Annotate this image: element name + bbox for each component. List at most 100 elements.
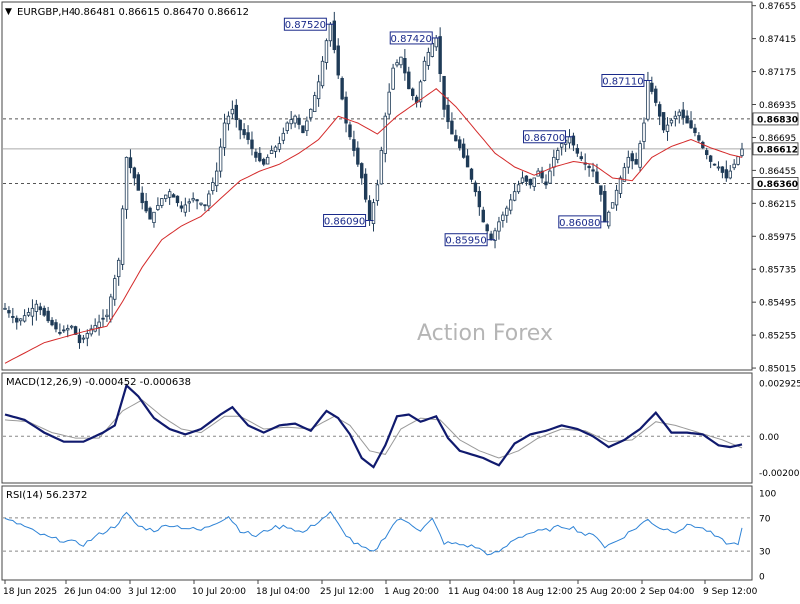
price-candle xyxy=(3,302,7,310)
candle-body xyxy=(371,202,376,224)
price-candle xyxy=(697,132,701,143)
price-candle xyxy=(54,319,58,333)
candle-body xyxy=(214,170,219,187)
price-candle xyxy=(50,317,54,327)
price-candle xyxy=(732,159,736,171)
candle-body xyxy=(418,81,423,103)
y-tick-label: 0.87175 xyxy=(759,68,796,78)
price-candle xyxy=(26,307,31,317)
candle-body xyxy=(3,307,7,310)
price-candle xyxy=(152,211,156,228)
candle-body xyxy=(50,319,54,326)
price-candle xyxy=(603,185,607,223)
candle-body xyxy=(230,108,235,115)
x-tick-label: 18 Aug 12:00 xyxy=(512,587,573,597)
candle-body xyxy=(379,150,384,185)
price-candle xyxy=(171,193,176,198)
price-candle xyxy=(113,274,117,306)
candle-body xyxy=(740,148,744,156)
candle-body xyxy=(38,306,42,311)
price-candle xyxy=(520,171,525,185)
annotation-box xyxy=(444,233,488,247)
price-candle xyxy=(387,83,391,119)
candle-body xyxy=(77,334,82,344)
y-tick-label: 0.85735 xyxy=(759,266,796,276)
candle-body xyxy=(493,230,497,241)
price-candle xyxy=(469,167,474,183)
candle-body xyxy=(685,115,689,124)
candle-body xyxy=(328,23,333,42)
price-candle xyxy=(461,138,466,159)
candle-body xyxy=(689,120,693,129)
candle-body xyxy=(30,307,35,317)
candle-body xyxy=(497,221,501,232)
price-candle xyxy=(528,178,533,189)
candle-body xyxy=(144,200,148,212)
price-candle xyxy=(642,117,646,149)
price-candle xyxy=(175,195,180,207)
price-candle xyxy=(262,157,266,167)
price-candle xyxy=(610,202,615,209)
annotation-box xyxy=(323,214,367,228)
price-candle xyxy=(97,314,101,336)
dropdown-arrow-icon[interactable]: ▼ xyxy=(5,7,12,17)
price-candle xyxy=(556,147,560,164)
price-candle xyxy=(552,149,556,177)
y-tick-label: 0.85015 xyxy=(759,365,796,375)
candle-body xyxy=(254,151,258,158)
price-candle xyxy=(62,325,66,334)
candle-body xyxy=(7,310,11,314)
price-candle xyxy=(458,136,462,151)
candle-body xyxy=(465,155,470,168)
annotation-label: 0.86080 xyxy=(559,218,600,229)
price-candle xyxy=(395,59,399,68)
candle-body xyxy=(528,178,533,186)
price-candle xyxy=(11,307,15,324)
candle-body xyxy=(66,328,70,331)
price-candle xyxy=(575,144,580,157)
candle-body xyxy=(356,147,360,165)
price-candle xyxy=(371,198,376,232)
candle-body xyxy=(646,80,650,120)
price-candle xyxy=(297,114,301,130)
price-candle xyxy=(363,168,368,203)
price-candle xyxy=(124,156,129,219)
candle-body xyxy=(101,317,105,320)
candle-body xyxy=(175,195,180,204)
candle-body xyxy=(442,75,446,110)
price-candle xyxy=(42,305,46,317)
candle-body xyxy=(732,163,736,169)
price-candle xyxy=(548,163,552,184)
price-candle xyxy=(356,141,360,167)
price-candle xyxy=(567,129,572,149)
price-candle xyxy=(301,125,305,134)
candle-body xyxy=(705,150,709,156)
candle-body xyxy=(171,194,176,198)
price-candle xyxy=(724,160,729,182)
candle-body xyxy=(434,37,438,48)
price-candle xyxy=(316,74,321,107)
price-candle xyxy=(269,145,274,154)
price-candle xyxy=(277,136,282,153)
price-candle xyxy=(164,194,168,203)
candle-body xyxy=(477,191,482,208)
candle-body xyxy=(736,156,740,165)
price-candle xyxy=(391,63,395,90)
candle-body xyxy=(18,318,23,322)
price-candle xyxy=(226,111,231,131)
price-candle xyxy=(203,204,207,212)
price-candle xyxy=(214,162,219,193)
price-candle xyxy=(328,22,333,47)
price-candle xyxy=(454,129,458,142)
price-candle xyxy=(265,154,270,165)
price-candle xyxy=(336,38,340,79)
price-candle xyxy=(105,309,109,322)
price-candle xyxy=(654,85,658,107)
symbol-label: EURGBP,H4 xyxy=(17,7,75,18)
candle-body xyxy=(320,60,325,87)
price-candle xyxy=(34,299,39,321)
candle-body xyxy=(665,124,670,132)
candle-body xyxy=(305,120,309,132)
candle-body xyxy=(69,325,74,328)
